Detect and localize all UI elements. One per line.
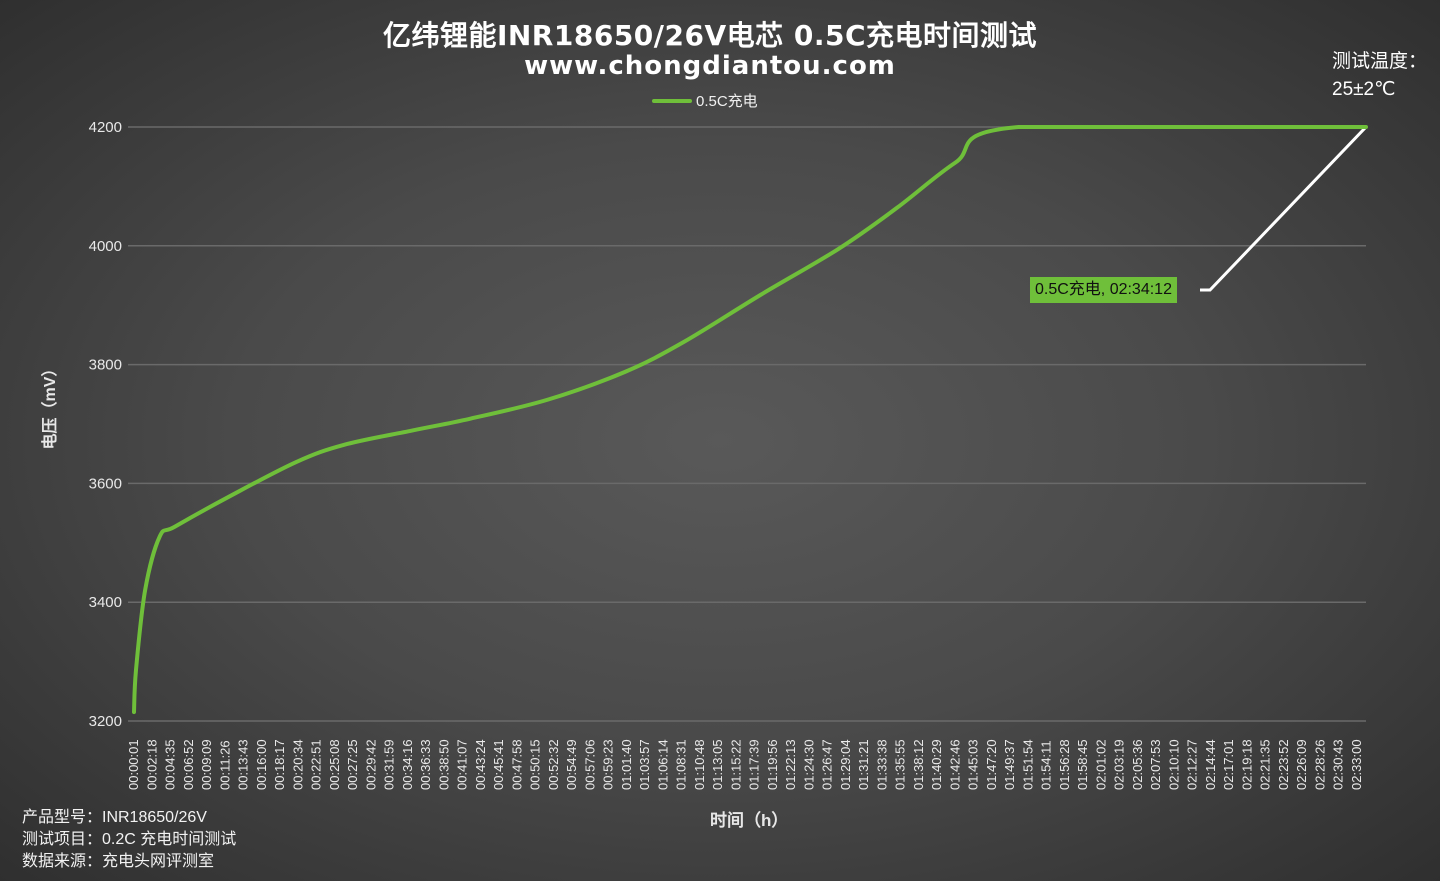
x-tick-label: 01:08:31 (674, 739, 689, 790)
x-axis-ticks: 00:00:01 00:02:18 00:04:35 00:06:52 00:09:09… (126, 739, 1364, 790)
y-tick-label: 4000 (89, 238, 122, 255)
y-tick-label: 3400 (89, 594, 122, 611)
x-tick-label: 00:43:24 (473, 739, 488, 790)
x-tick-label: 01:06:14 (655, 739, 670, 790)
x-tick-label: 01:31:21 (856, 739, 871, 790)
x-tick-label: 00:16:00 (254, 739, 269, 790)
x-tick-label: 01:03:57 (637, 739, 652, 790)
x-tick-label: 02:12:27 (1185, 739, 1200, 790)
x-tick-label: 00:18:17 (272, 739, 287, 790)
x-tick-label: 02:14:44 (1203, 739, 1218, 790)
x-tick-label: 00:54:49 (564, 739, 579, 790)
x-tick-label: 00:52:32 (546, 739, 561, 790)
x-tick-label: 00:06:52 (181, 739, 196, 790)
x-tick-label: 01:17:39 (747, 739, 762, 790)
x-tick-label: 00:31:59 (382, 739, 397, 790)
x-tick-label: 01:49:37 (1002, 739, 1017, 790)
x-tick-label: 01:10:48 (692, 739, 707, 790)
legend-swatch-icon (652, 98, 692, 103)
x-tick-label: 01:22:13 (783, 739, 798, 790)
x-tick-label: 01:15:22 (728, 739, 743, 790)
x-tick-label: 00:47:58 (509, 739, 524, 790)
x-tick-label: 00:36:33 (418, 739, 433, 790)
x-tick-label: 00:38:50 (436, 739, 451, 790)
x-tick-label: 01:51:54 (1020, 739, 1035, 790)
x-tick-label: 01:24:30 (801, 739, 816, 790)
x-tick-label: 02:19:18 (1239, 739, 1254, 790)
temperature-label: 测试温度： (1332, 51, 1428, 72)
gridlines (128, 126, 1366, 722)
x-tick-label: 02:17:01 (1221, 739, 1236, 790)
x-tick-label: 02:01:02 (1093, 739, 1108, 790)
legend: 0.5C充电 (652, 90, 758, 111)
x-tick-label: 00:04:35 (163, 739, 178, 790)
chart-title: 亿纬锂能INR18650/26V电芯 0.5C充电时间测试 (382, 19, 1038, 52)
x-tick-label: 01:45:03 (966, 739, 981, 790)
x-tick-label: 02:07:53 (1148, 739, 1163, 790)
x-tick-label: 00:00:01 (126, 739, 141, 790)
x-tick-label: 00:09:09 (199, 739, 214, 790)
x-tick-label: 00:22:51 (309, 739, 324, 790)
chart-subtitle: www.chongdiantou.com (524, 51, 896, 81)
x-tick-label: 01:56:28 (1057, 739, 1072, 790)
x-tick-label: 00:45:41 (491, 739, 506, 790)
x-tick-label: 01:40:29 (929, 739, 944, 790)
x-tick-label: 00:13:43 (236, 739, 251, 790)
x-tick-label: 02:30:43 (1331, 739, 1346, 790)
x-tick-label: 01:19:56 (765, 739, 780, 790)
y-tick-label: 3200 (89, 713, 122, 730)
x-tick-label: 00:02:18 (144, 739, 159, 790)
x-tick-label: 00:27:25 (345, 739, 360, 790)
x-tick-label: 01:38:12 (911, 739, 926, 790)
info-data-source: 数据来源：充电头网评测室 (22, 853, 215, 870)
x-tick-label: 02:03:19 (1112, 739, 1127, 790)
x-tick-label: 00:50:15 (528, 739, 543, 790)
legend-label: 0.5C充电 (696, 93, 758, 110)
x-tick-label: 01:01:40 (619, 739, 634, 790)
y-axis-title: 电压（mV） (42, 360, 59, 450)
x-tick-label: 01:47:20 (984, 739, 999, 790)
x-tick-label: 02:26:09 (1294, 739, 1309, 790)
x-tick-label: 00:20:34 (290, 739, 305, 790)
x-tick-label: 00:34:16 (400, 739, 415, 790)
x-tick-label: 00:57:06 (582, 739, 597, 790)
y-tick-label: 4200 (89, 119, 122, 136)
x-tick-label: 02:23:52 (1276, 739, 1291, 790)
x-tick-label: 02:05:36 (1130, 739, 1145, 790)
test-info: 产品型号：INR18650/26V 测试项目：0.2C 充电时间测试 数据来源：… (22, 807, 236, 873)
x-tick-label: 01:26:47 (820, 739, 835, 790)
x-tick-label: 01:33:38 (874, 739, 889, 790)
x-tick-label: 01:35:55 (893, 739, 908, 790)
x-tick-label: 01:58:45 (1075, 739, 1090, 790)
x-tick-label: 01:29:04 (838, 739, 853, 790)
info-product-model: 产品型号：INR18650/26V (22, 809, 207, 826)
data-label-callout: 0.5C充电, 02:34:12 (1030, 277, 1177, 303)
x-tick-label: 00:59:23 (601, 739, 616, 790)
x-tick-label: 01:13:05 (710, 739, 725, 790)
x-tick-label: 02:33:00 (1349, 739, 1364, 790)
x-tick-label: 00:29:42 (363, 739, 378, 790)
y-tick-label: 3600 (89, 475, 122, 492)
temperature-value: 25±2℃ (1332, 79, 1396, 100)
y-tick-label: 3800 (89, 357, 122, 374)
series-line-0.5C (132, 125, 1368, 715)
x-tick-label: 00:41:07 (455, 739, 470, 790)
y-axis-ticks: 3200 3400 3600 3800 4000 4200 (89, 119, 122, 730)
x-tick-label: 02:10:10 (1166, 739, 1181, 790)
x-tick-label: 02:21:35 (1258, 739, 1273, 790)
test-temperature: 测试温度： 25±2℃ (1332, 48, 1428, 104)
x-tick-label: 02:28:26 (1312, 739, 1327, 790)
x-axis-title: 时间（h） (710, 811, 789, 830)
x-tick-label: 00:11:26 (217, 740, 232, 790)
x-tick-label: 01:54:11 (1039, 740, 1054, 790)
annotation-leader-line (1200, 125, 1368, 292)
x-tick-label: 00:25:08 (327, 739, 342, 790)
x-tick-label: 01:42:46 (947, 739, 962, 790)
info-test-item: 测试项目：0.2C 充电时间测试 (22, 831, 237, 848)
